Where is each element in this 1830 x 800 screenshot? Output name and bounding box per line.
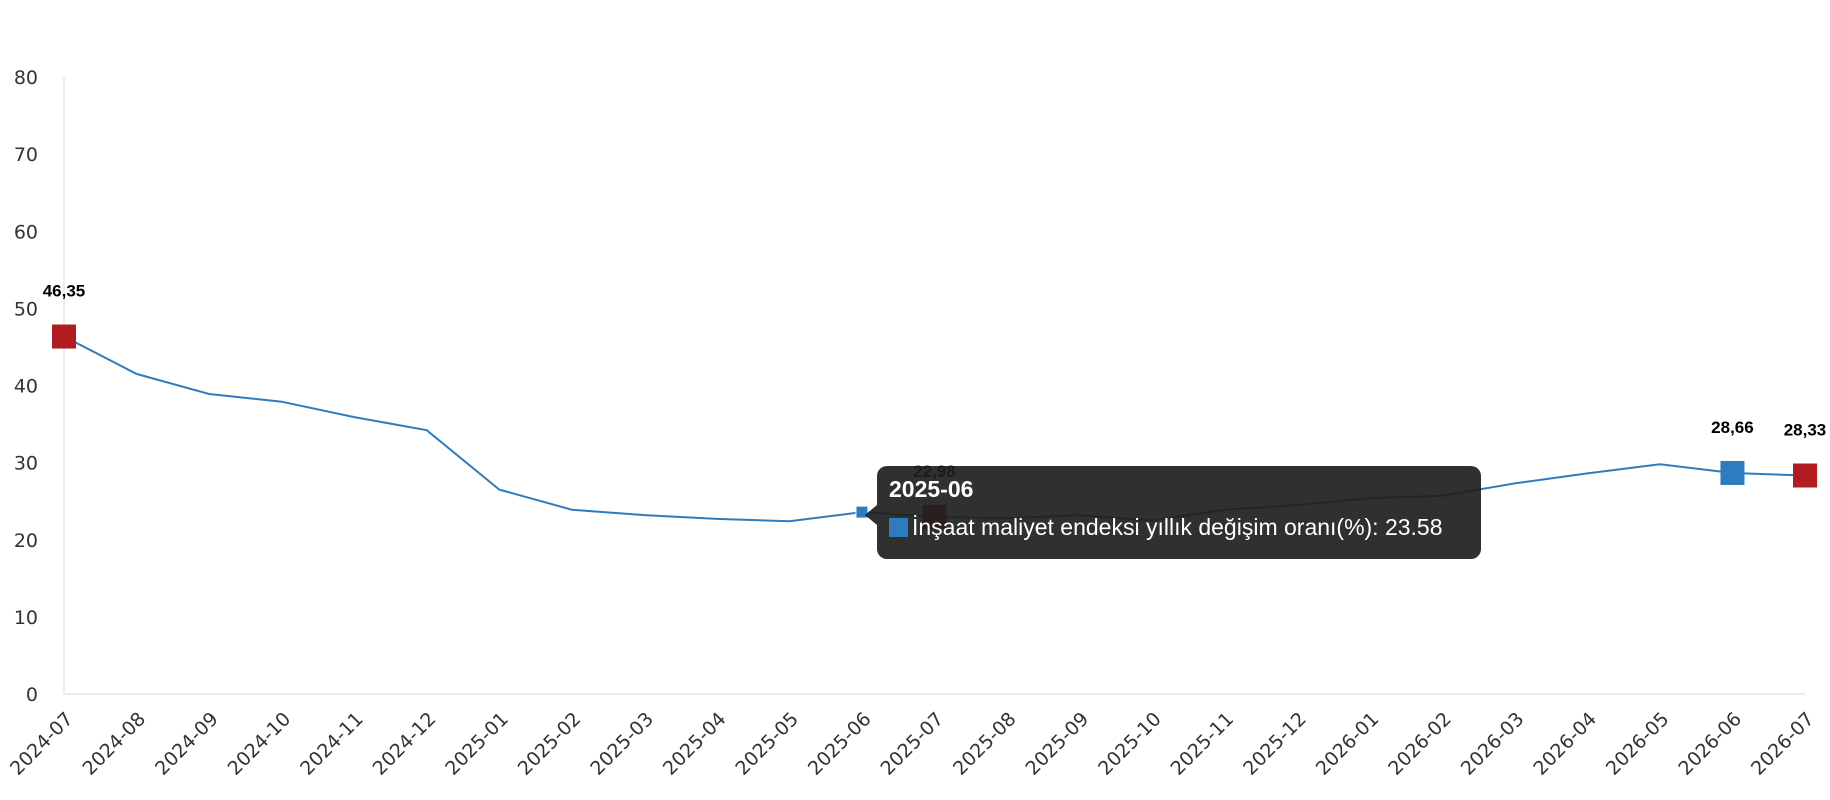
x-tick-label: 2025-08 xyxy=(949,708,1021,780)
tooltip: 2025-06 İnşaat maliyet endeksi yıllık de… xyxy=(877,466,1481,559)
x-tick-label: 2025-06 xyxy=(804,708,876,780)
x-tick-label: 2024-11 xyxy=(296,708,368,780)
x-tick-label: 2024-10 xyxy=(224,708,296,780)
y-tick-label: 70 xyxy=(14,144,38,166)
x-tick-label: 2024-08 xyxy=(78,708,150,780)
highlighted-point-marker xyxy=(52,324,76,349)
data-label: 28,66 xyxy=(1711,418,1754,437)
tooltip-text: İnşaat maliyet endeksi yıllık değişim or… xyxy=(912,514,1443,540)
x-tick-label: 2026-04 xyxy=(1529,708,1601,780)
x-tick-label: 2025-10 xyxy=(1094,708,1166,780)
x-tick-label: 2026-06 xyxy=(1674,708,1746,780)
tooltip-title: 2025-06 xyxy=(889,476,974,502)
x-tick-label: 2024-07 xyxy=(6,708,78,780)
x-tick-label: 2025-01 xyxy=(441,708,513,780)
highlighted-point-marker xyxy=(1793,463,1817,488)
y-tick-label: 60 xyxy=(14,221,38,243)
y-tick-label: 40 xyxy=(14,376,38,398)
x-tick-label: 2024-09 xyxy=(151,708,223,780)
x-tick-label: 2026-07 xyxy=(1747,708,1819,780)
x-tick-label: 2026-05 xyxy=(1602,708,1674,780)
y-tick-label: 30 xyxy=(14,453,38,475)
x-tick-label: 2025-12 xyxy=(1239,708,1311,780)
x-tick-label: 2026-01 xyxy=(1312,708,1384,780)
x-tick-label: 2025-02 xyxy=(514,708,586,780)
y-tick-label: 0 xyxy=(26,684,38,706)
x-tick-label: 2026-02 xyxy=(1384,708,1456,780)
data-label: 28,33 xyxy=(1784,421,1827,440)
x-tick-label: 2025-04 xyxy=(659,708,731,780)
highlighted-point-marker xyxy=(1720,460,1745,485)
tooltip-arrow xyxy=(865,505,877,525)
tooltip-series-swatch xyxy=(889,518,908,537)
x-tick-label: 2025-11 xyxy=(1167,708,1239,780)
x-tick-label: 2025-07 xyxy=(876,708,948,780)
data-label: 46,35 xyxy=(43,282,86,301)
y-tick-label: 10 xyxy=(14,607,38,629)
x-tick-label: 2025-03 xyxy=(586,708,658,780)
y-tick-label: 50 xyxy=(14,298,38,320)
x-tick-label: 2025-05 xyxy=(731,708,803,780)
y-tick-label: 20 xyxy=(14,530,38,552)
y-tick-label: 80 xyxy=(14,67,38,89)
x-tick-label: 2025-09 xyxy=(1022,708,1094,780)
x-tick-label: 2026-03 xyxy=(1457,708,1529,780)
x-tick-label: 2024-12 xyxy=(369,708,441,780)
tooltip-row: İnşaat maliyet endeksi yıllık değişim or… xyxy=(889,513,1469,541)
